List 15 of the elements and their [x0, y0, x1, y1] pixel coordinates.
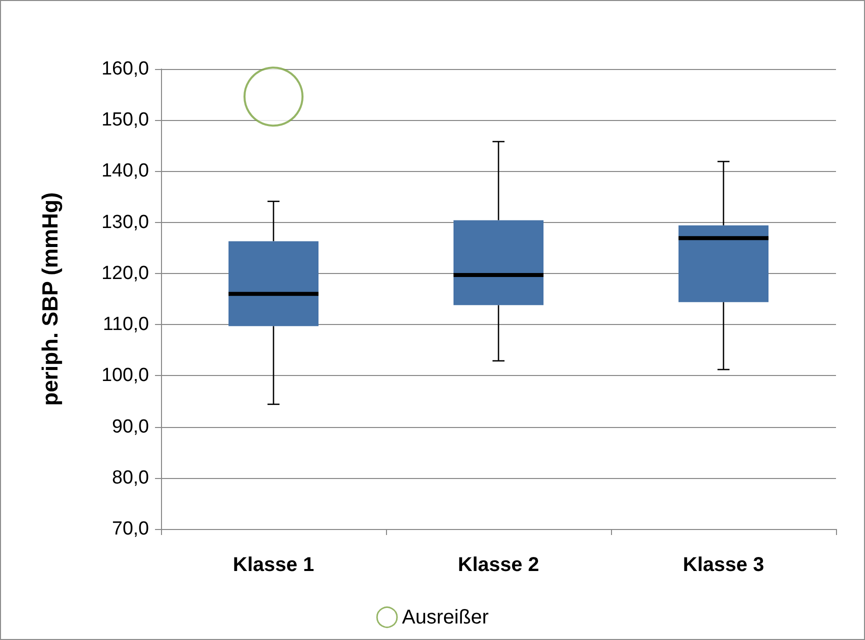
- y-tick-label: 80,0: [112, 467, 149, 488]
- y-tick-label: 160,0: [101, 58, 149, 80]
- y-tick-label: 90,0: [112, 416, 149, 438]
- y-tick-label: 150,0: [101, 110, 149, 131]
- y-tick-label: 100,0: [101, 365, 149, 386]
- y-tick-label: 140,0: [101, 160, 149, 182]
- y-tick-label: 110,0: [102, 314, 149, 336]
- y-tick-label: 70,0: [112, 518, 149, 540]
- x-tick-label: Klasse 1: [232, 554, 314, 576]
- legend-label: Ausreißer: [402, 606, 490, 628]
- y-tick-label: 130,0: [101, 212, 149, 233]
- x-tick-label: Klasse 2: [458, 554, 540, 576]
- x-tick-label: Klasse 3: [682, 554, 764, 576]
- y-tick-label: 120,0: [101, 262, 149, 284]
- y-axis-title: periph. SBP (mmHg): [38, 192, 62, 406]
